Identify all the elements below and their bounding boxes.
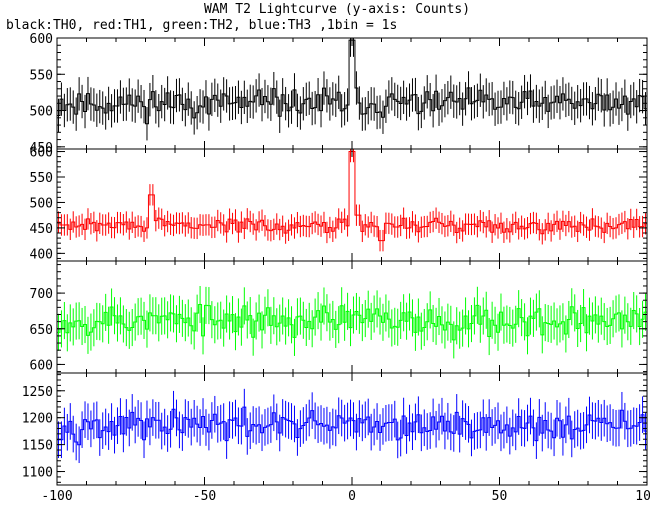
series-line-th0 (57, 39, 647, 125)
y-tick-label: 500 (30, 196, 53, 211)
series-th0 (57, 38, 647, 141)
error-bars-th3 (57, 388, 647, 464)
y-tick-label: 600 (30, 32, 53, 47)
panel-th3: 1100 1150 1200 1250 (22, 372, 648, 486)
chart-panels: 450 500 550 600 400 450 500 550 600 600 650 700 1100… (22, 32, 648, 486)
series-th3 (57, 388, 647, 464)
x-axis: -100 -50 0 50 100 (41, 489, 650, 504)
x-tick-label: 0 (348, 489, 356, 504)
x-tick-label: 50 (492, 489, 508, 504)
panel-th2: 600 650 700 (30, 260, 648, 374)
panel-th1: 400 450 500 550 600 (30, 146, 648, 262)
y-tick-label: 600 (30, 146, 53, 161)
panel-th0: 450 500 550 600 (30, 32, 648, 156)
series-line-th1 (57, 151, 647, 242)
panel-frame (56, 37, 648, 150)
y-tick-label: 1250 (22, 385, 53, 400)
y-tick-label: 450 (30, 222, 53, 237)
y-tick-label: 500 (30, 105, 53, 120)
y-tick-label: 550 (30, 68, 53, 83)
x-tick-label: -50 (193, 489, 216, 504)
y-tick-label: 1200 (22, 412, 53, 427)
y-tick-label: 600 (30, 358, 53, 373)
series-th1 (57, 149, 647, 252)
series-th2 (57, 286, 647, 359)
y-tick-label: 400 (30, 247, 53, 262)
panel-frame (56, 148, 648, 262)
y-tick-label: 650 (30, 323, 53, 338)
error-bars-th1 (57, 149, 647, 252)
y-tick-label: 1100 (22, 466, 53, 481)
error-bars-th0 (57, 38, 647, 141)
y-tick-label: 700 (30, 287, 53, 302)
series-line-th3 (57, 406, 647, 446)
series-line-th2 (57, 304, 647, 341)
x-tick-label: -100 (41, 489, 72, 504)
chart-title: WAM T2 Lightcurve (y-axis: Counts) (204, 2, 470, 17)
chart-subtitle: black:TH0, red:TH1, green:TH2, blue:TH3 … (6, 18, 397, 33)
y-tick-label: 450 (30, 141, 53, 156)
x-tick-label: 100 (635, 489, 650, 504)
y-tick-label: 550 (30, 171, 53, 186)
y-tick-label: 1150 (22, 439, 53, 454)
